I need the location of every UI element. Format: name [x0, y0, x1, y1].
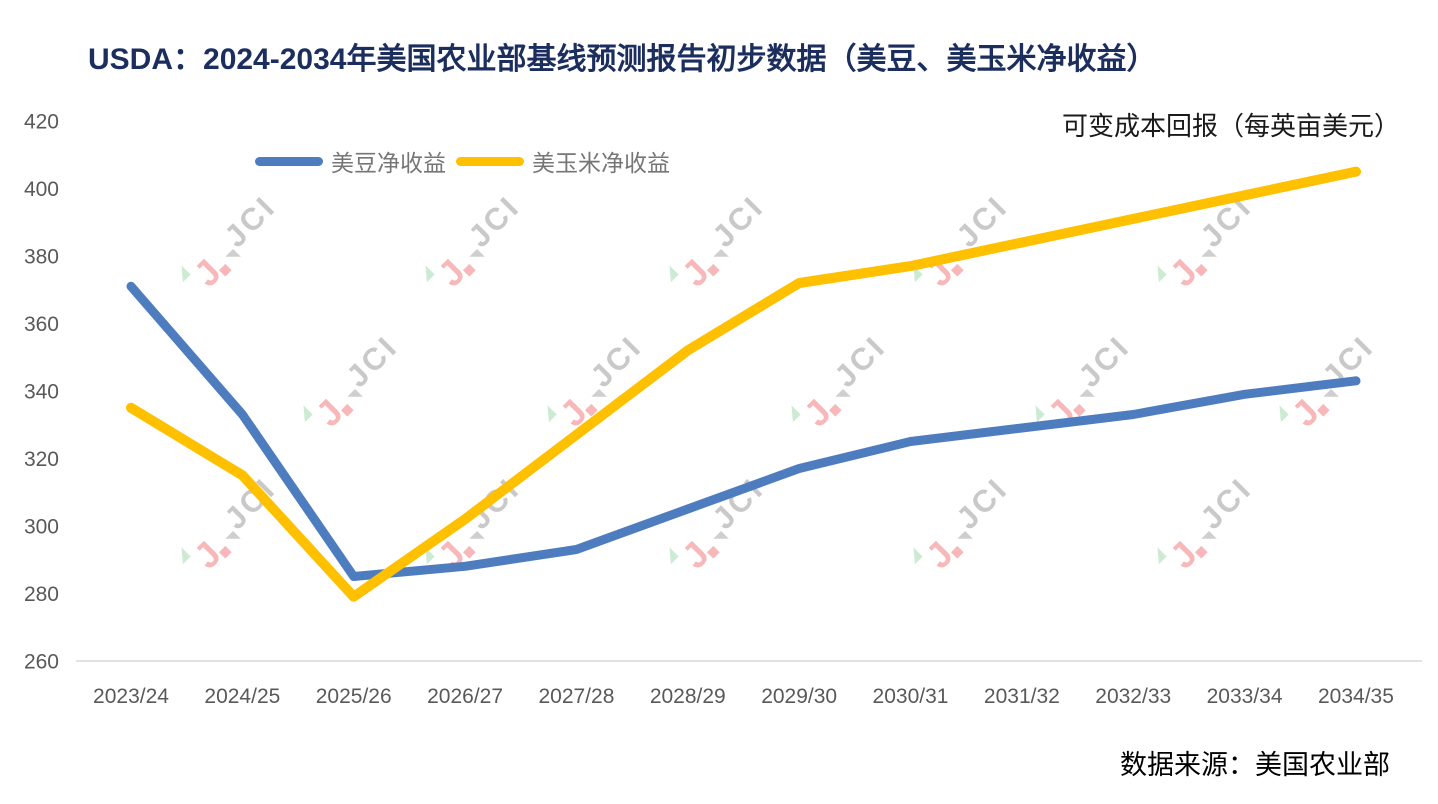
legend-label-corn: 美玉米净收益 — [532, 150, 670, 176]
x-tick-label: 2026/27 — [427, 685, 503, 708]
x-tick-label: 2027/28 — [538, 685, 614, 708]
legend-item-corn: 美玉米净收益 — [456, 144, 670, 178]
y-tick-label: 280 — [24, 583, 59, 606]
y-tick-label: 340 — [24, 380, 59, 403]
y-tick-label: 380 — [24, 245, 59, 268]
x-tick-label: 2032/33 — [1095, 685, 1171, 708]
y-tick-label: 420 — [24, 111, 59, 134]
corn-line — [126, 166, 1361, 602]
chart-title: USDA：2024-2034年美国农业部基线预测报告初步数据（美豆、美玉米净收益… — [88, 43, 1157, 76]
soybean-line-swatch — [255, 156, 323, 166]
data-source: 数据来源：美国农业部 — [1120, 750, 1390, 780]
x-tick-label: 2024/25 — [204, 685, 280, 708]
x-tick-label: 2028/29 — [650, 685, 726, 708]
y-tick-label: 400 — [24, 178, 59, 201]
soybean-line — [126, 281, 1361, 581]
y-tick-label: 300 — [24, 515, 59, 538]
x-tick-label: 2034/35 — [1318, 685, 1394, 708]
y-tick-label: 360 — [24, 313, 59, 336]
axis-unit-label: 可变成本回报（每英亩美元） — [1061, 111, 1400, 141]
y-tick-label: 260 — [24, 650, 59, 673]
x-tick-label: 2023/24 — [93, 685, 169, 708]
x-tick-label: 2033/34 — [1207, 685, 1283, 708]
x-tick-label: 2030/31 — [873, 685, 949, 708]
x-tick-label: 2031/32 — [984, 685, 1060, 708]
legend: 美豆净收益 美玉米净收益 — [255, 144, 670, 178]
legend-label-soybean: 美豆净收益 — [331, 150, 446, 176]
y-tick-label: 320 — [24, 448, 59, 471]
x-tick-label: 2025/26 — [316, 685, 392, 708]
corn-line-swatch — [456, 156, 524, 166]
legend-item-soybean: 美豆净收益 — [255, 144, 446, 178]
x-tick-label: 2029/30 — [761, 685, 837, 708]
